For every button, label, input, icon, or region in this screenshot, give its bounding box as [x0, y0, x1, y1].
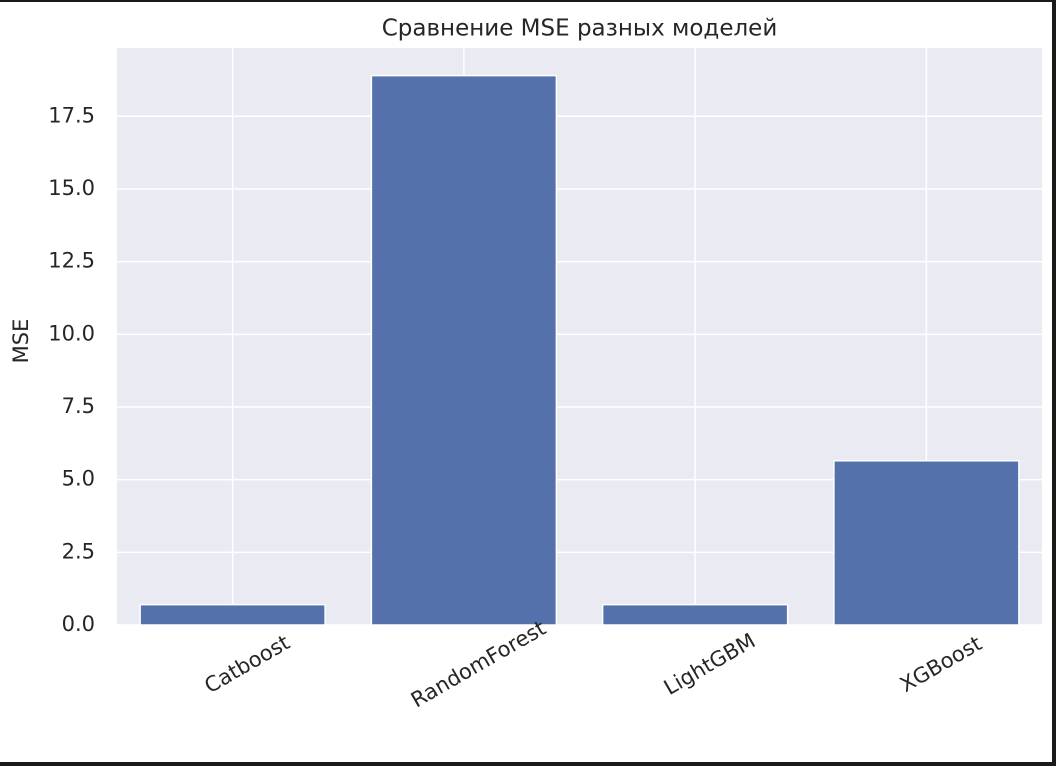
y-tick-label: 7.5 [62, 394, 95, 418]
bar-xgboost [833, 460, 1020, 626]
y-tick-label: 0.0 [62, 612, 95, 636]
x-tick-label: XGBoost [896, 631, 986, 697]
y-tick-labels: 0.0 2.5 5.0 7.5 10.0 12.5 15.0 17.5 [48, 103, 95, 636]
chart-title: Сравнение MSE разных моделей [382, 16, 778, 42]
y-tick-label: 12.5 [48, 249, 95, 273]
bars [139, 74, 1020, 626]
y-tick-label: 2.5 [62, 539, 95, 563]
bar-catboost [139, 603, 326, 626]
x-tick-label: RandomForest [407, 616, 550, 712]
y-axis-label: MSE [9, 319, 33, 364]
y-tick-label: 17.5 [48, 103, 95, 127]
y-tick-label: 15.0 [48, 176, 95, 200]
x-tick-labels: Catboost RandomForest LightGBM XGBoost [200, 616, 985, 712]
bar-randomforest [370, 74, 558, 626]
x-tick-label: Catboost [200, 630, 293, 698]
y-tick-label: 10.0 [48, 321, 95, 345]
bar-lightgbm [601, 603, 789, 626]
y-tick-label: 5.0 [62, 467, 95, 491]
x-tick-label: LightGBM [660, 628, 760, 699]
